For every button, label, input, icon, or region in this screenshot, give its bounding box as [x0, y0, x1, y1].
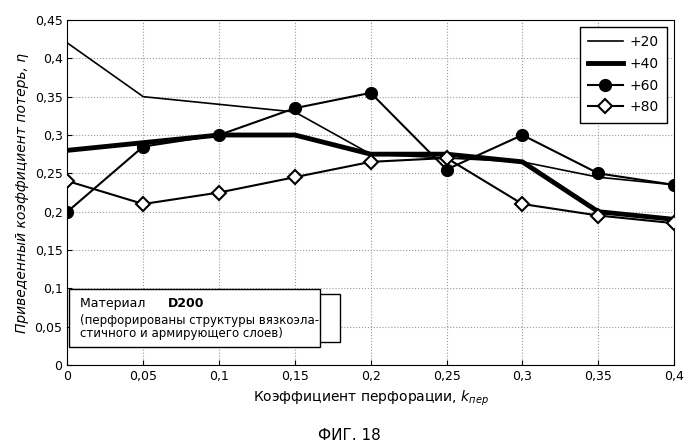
X-axis label: Коэффициент перфорации, $\it{k}$$_{пер}$: Коэффициент перфорации, $\it{k}$$_{пер}$	[253, 388, 489, 408]
+80	[139, 201, 147, 206]
Y-axis label: Приведенный коэффициент потерь, η: Приведенный коэффициент потерь, η	[15, 53, 29, 332]
+40	[215, 132, 223, 138]
+40	[442, 151, 451, 157]
Text: Материал: Материал	[80, 297, 149, 310]
+60	[594, 171, 603, 176]
+20	[215, 101, 223, 107]
Line: +40: +40	[67, 135, 674, 219]
+60	[670, 182, 678, 187]
+40	[139, 140, 147, 146]
+20	[291, 109, 299, 115]
+60	[215, 132, 223, 138]
+80	[594, 213, 603, 218]
+80	[518, 201, 526, 206]
+20	[139, 94, 147, 99]
+20	[366, 151, 375, 157]
Line: +60: +60	[62, 87, 679, 217]
Text: (перфорированы структуры вязкоэла-: (перфорированы структуры вязкоэла-	[80, 314, 319, 327]
+40	[518, 159, 526, 165]
FancyBboxPatch shape	[75, 295, 340, 342]
+80	[366, 159, 375, 165]
Text: D200: D200	[168, 297, 204, 310]
+20	[442, 155, 451, 161]
+20	[63, 40, 71, 46]
+40	[63, 148, 71, 153]
+40	[670, 217, 678, 222]
+40	[291, 132, 299, 138]
+80	[291, 174, 299, 180]
+60	[366, 90, 375, 96]
Text: стичного и армирующего слоев): стичного и армирующего слоев)	[80, 328, 282, 340]
+20	[518, 159, 526, 165]
+20	[594, 174, 603, 180]
Text: Материал D200
(перфорированы структуры вязкоэла-
стичного и армирующего слоев): Материал D200 (перфорированы структуры в…	[75, 295, 314, 341]
+80	[215, 190, 223, 195]
+80	[670, 221, 678, 226]
+20	[670, 182, 678, 187]
+60	[63, 209, 71, 214]
+80	[63, 178, 71, 184]
+40	[366, 151, 375, 157]
+60	[518, 132, 526, 138]
+60	[139, 144, 147, 149]
Legend: +20, +40, +60, +80: +20, +40, +60, +80	[579, 27, 667, 122]
+80	[442, 155, 451, 161]
Line: +20: +20	[67, 43, 674, 185]
+60	[442, 167, 451, 172]
+40	[594, 209, 603, 214]
+60	[291, 105, 299, 111]
Text: ФИГ. 18: ФИГ. 18	[318, 428, 381, 443]
Line: +80: +80	[62, 153, 679, 228]
